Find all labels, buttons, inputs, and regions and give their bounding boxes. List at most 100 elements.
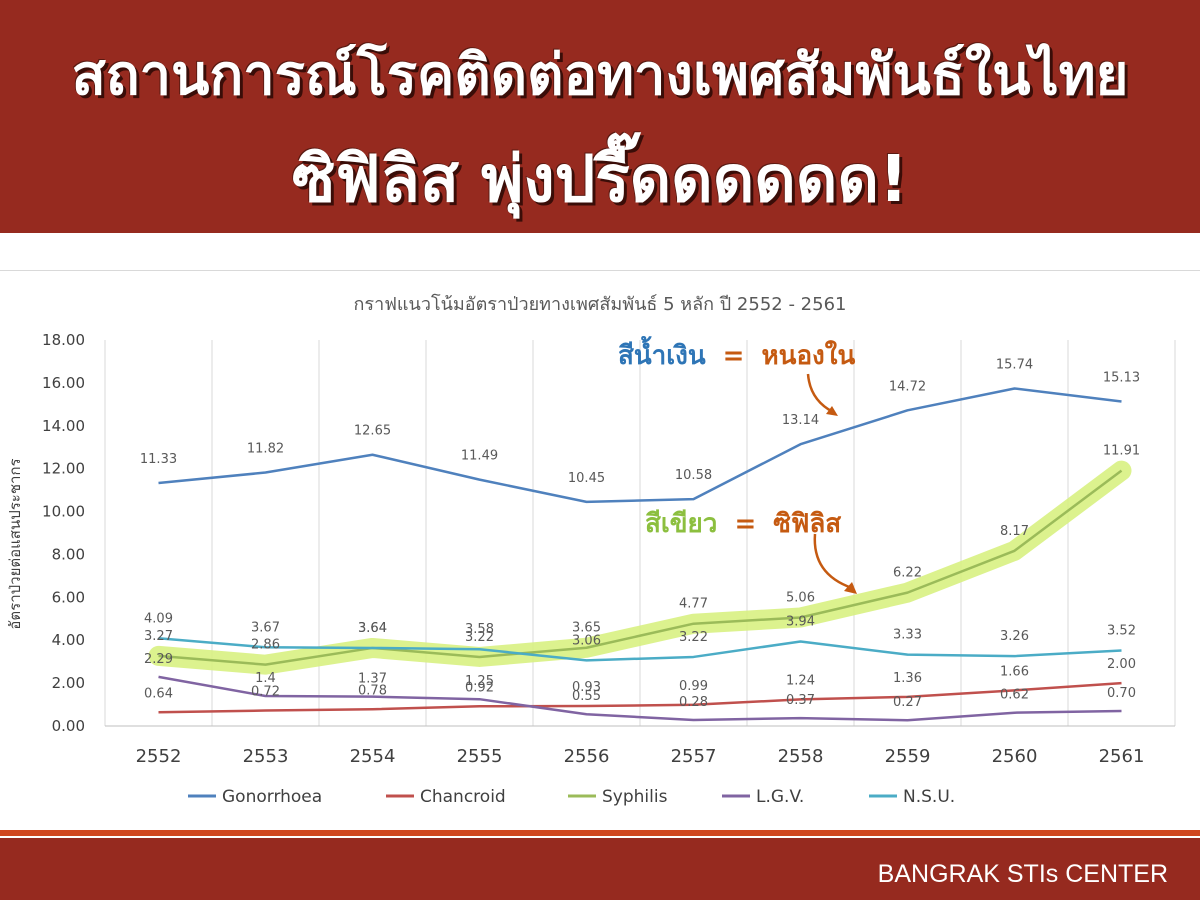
data-label-l-g-v: 1.37 bbox=[358, 672, 387, 687]
headline-line-1: สถานการณ์โรคติดต่อทางเพศสัมพันธ์ในไทย bbox=[71, 43, 1129, 108]
y-tick-label: 8.00 bbox=[52, 545, 85, 563]
x-tick-label: 2557 bbox=[671, 746, 717, 767]
data-label-chancroid: 1.24 bbox=[786, 673, 815, 688]
y-tick-label: 12.00 bbox=[42, 460, 85, 478]
footer-banner: BANGRAK STIs CENTER bbox=[0, 838, 1200, 900]
legend-label-chancroid: Chancroid bbox=[420, 787, 506, 807]
data-label-gonorrhoea: 15.74 bbox=[996, 357, 1033, 372]
chart-gridlines bbox=[104, 340, 1176, 726]
data-label-syphilis: 5.06 bbox=[786, 590, 815, 605]
data-label-gonorrhoea: 11.82 bbox=[247, 442, 284, 457]
footer-stripe bbox=[0, 830, 1200, 836]
header-banner: สถานการณ์โรคติดต่อทางเพศสัมพันธ์ในไทย ซิ… bbox=[0, 0, 1200, 233]
data-label-gonorrhoea: 15.13 bbox=[1103, 371, 1140, 386]
chart-title: กราฟแนวโน้มอัตราป่วยทางเพศสัมพันธ์ 5 หลั… bbox=[354, 293, 847, 315]
data-label-chancroid: 1.66 bbox=[1000, 664, 1029, 679]
data-label-chancroid: 0.78 bbox=[358, 683, 387, 698]
x-tick-label: 2553 bbox=[243, 746, 289, 767]
x-tick-label: 2558 bbox=[778, 746, 824, 767]
data-label-l-g-v: 0.62 bbox=[1000, 688, 1029, 703]
headline-line-2: ซิฟิลิส พุ่งปรี๊ดดดดดด! bbox=[291, 143, 909, 217]
data-label-gonorrhoea: 12.65 bbox=[354, 424, 391, 439]
data-label-l-g-v: 0.28 bbox=[679, 695, 708, 710]
data-label-gonorrhoea: 11.33 bbox=[140, 452, 177, 467]
arrow-to-gonorrhoea-head bbox=[826, 406, 838, 416]
chart-series-lines bbox=[158, 387, 1123, 722]
series-line-n-s-u bbox=[158, 637, 1122, 662]
legend-label-n-s-u: N.S.U. bbox=[903, 787, 955, 807]
legend-label-gonorrhoea: Gonorrhoea bbox=[222, 787, 322, 807]
x-tick-label: 2556 bbox=[564, 746, 610, 767]
y-tick-label: 16.00 bbox=[42, 374, 85, 392]
data-label-l-g-v: 0.27 bbox=[893, 695, 922, 710]
footer-text: BANGRAK STIs CENTER bbox=[877, 860, 1168, 888]
data-label-syphilis: 6.22 bbox=[893, 566, 922, 581]
data-label-chancroid: 2.00 bbox=[1107, 657, 1136, 672]
x-tick-label: 2559 bbox=[885, 746, 931, 767]
y-tick-label: 2.00 bbox=[52, 674, 85, 692]
data-label-syphilis: 3.64 bbox=[358, 621, 387, 636]
chart-top-border bbox=[0, 270, 1200, 271]
data-label-n-s-u: 3.67 bbox=[251, 620, 280, 635]
data-label-gonorrhoea: 10.45 bbox=[568, 471, 605, 486]
x-tick-label: 2560 bbox=[992, 746, 1038, 767]
data-label-l-g-v: 2.29 bbox=[144, 652, 173, 667]
data-label-n-s-u: 3.58 bbox=[465, 622, 494, 637]
data-label-chancroid: 0.93 bbox=[572, 680, 601, 695]
data-label-chancroid: 0.99 bbox=[679, 679, 708, 694]
data-label-gonorrhoea: 14.72 bbox=[889, 379, 926, 394]
data-label-n-s-u: 3.06 bbox=[572, 633, 601, 648]
annotation-blue-label: สีน้ำเงิน bbox=[618, 335, 706, 371]
series-line-syphilis bbox=[158, 469, 1123, 666]
y-axis-title: อัตราป่วยต่อแสนประชากร bbox=[6, 458, 24, 629]
annotation-blue-meaning: หนองใน bbox=[762, 340, 856, 371]
data-label-syphilis: 11.91 bbox=[1103, 444, 1140, 459]
arrow-to-gonorrhoea bbox=[806, 373, 834, 414]
data-label-n-s-u: 3.22 bbox=[679, 630, 708, 645]
data-label-l-g-v: 0.55 bbox=[572, 689, 601, 704]
arrow-to-syphilis bbox=[813, 533, 853, 590]
annotation-green-equals: = bbox=[734, 509, 756, 539]
data-label-n-s-u: 4.09 bbox=[144, 611, 173, 626]
data-label-chancroid: 0.92 bbox=[465, 680, 494, 695]
data-label-chancroid: 1.36 bbox=[893, 671, 922, 686]
data-label-n-s-u: 3.64 bbox=[358, 621, 387, 636]
arrow-to-syphilis-head bbox=[844, 582, 857, 594]
data-label-l-g-v: 1.25 bbox=[465, 674, 494, 689]
annotation-gonorrhoea: สีน้ำเงิน = หนองใน bbox=[618, 335, 855, 416]
data-label-n-s-u: 3.33 bbox=[893, 628, 922, 643]
annotation-syphilis: สีเขียว = ซิฟิลิส bbox=[645, 509, 857, 594]
data-label-gonorrhoea: 11.49 bbox=[461, 449, 498, 464]
y-tick-label: 4.00 bbox=[52, 631, 85, 649]
series-line-chancroid bbox=[158, 681, 1122, 714]
data-label-l-g-v: 0.70 bbox=[1107, 686, 1136, 701]
data-label-n-s-u: 3.26 bbox=[1000, 629, 1029, 644]
data-label-chancroid: 0.64 bbox=[144, 686, 173, 701]
data-label-syphilis: 3.22 bbox=[465, 630, 494, 645]
data-label-syphilis: 3.65 bbox=[572, 621, 601, 636]
legend-label-l-g-v: L.G.V. bbox=[756, 787, 804, 807]
series-line-l-g-v bbox=[158, 675, 1122, 722]
x-tick-label: 2552 bbox=[136, 746, 182, 767]
x-tick-label: 2555 bbox=[457, 746, 503, 767]
y-tick-label: 6.00 bbox=[52, 588, 85, 606]
legend-label-syphilis: Syphilis bbox=[602, 787, 668, 807]
y-tick-label: 10.00 bbox=[42, 503, 85, 521]
data-label-syphilis: 4.77 bbox=[679, 597, 708, 612]
y-tick-label: 0.00 bbox=[52, 717, 85, 735]
y-tick-label: 18.00 bbox=[42, 331, 85, 349]
data-label-n-s-u: 3.52 bbox=[1107, 624, 1136, 639]
data-label-chancroid: 0.72 bbox=[251, 685, 280, 700]
y-tick-label: 14.00 bbox=[42, 417, 85, 435]
data-label-syphilis: 3.27 bbox=[144, 629, 173, 644]
svg-text:สีน้ำเงิน = หนองใน: สีน้ำเงิน = หนองใน bbox=[618, 335, 855, 371]
x-tick-label: 2561 bbox=[1099, 746, 1145, 767]
svg-text:สีเขียว = ซิฟิลิส: สีเขียว = ซิฟิลิส bbox=[645, 509, 841, 539]
data-label-l-g-v: 0.37 bbox=[786, 693, 815, 708]
series-line-gonorrhoea bbox=[158, 387, 1122, 504]
data-label-gonorrhoea: 13.14 bbox=[782, 413, 819, 428]
chart-legend: Gonorrhoea Chancroid Syphilis L.G.V. N.S.U. bbox=[188, 787, 955, 807]
annotation-green-label: สีเขียว bbox=[645, 509, 717, 539]
chart-data-labels: 11.33 11.82 12.65 11.49 10.45 10.58 13.14 14.72… bbox=[140, 357, 1140, 710]
data-label-n-s-u: 3.94 bbox=[786, 615, 815, 630]
